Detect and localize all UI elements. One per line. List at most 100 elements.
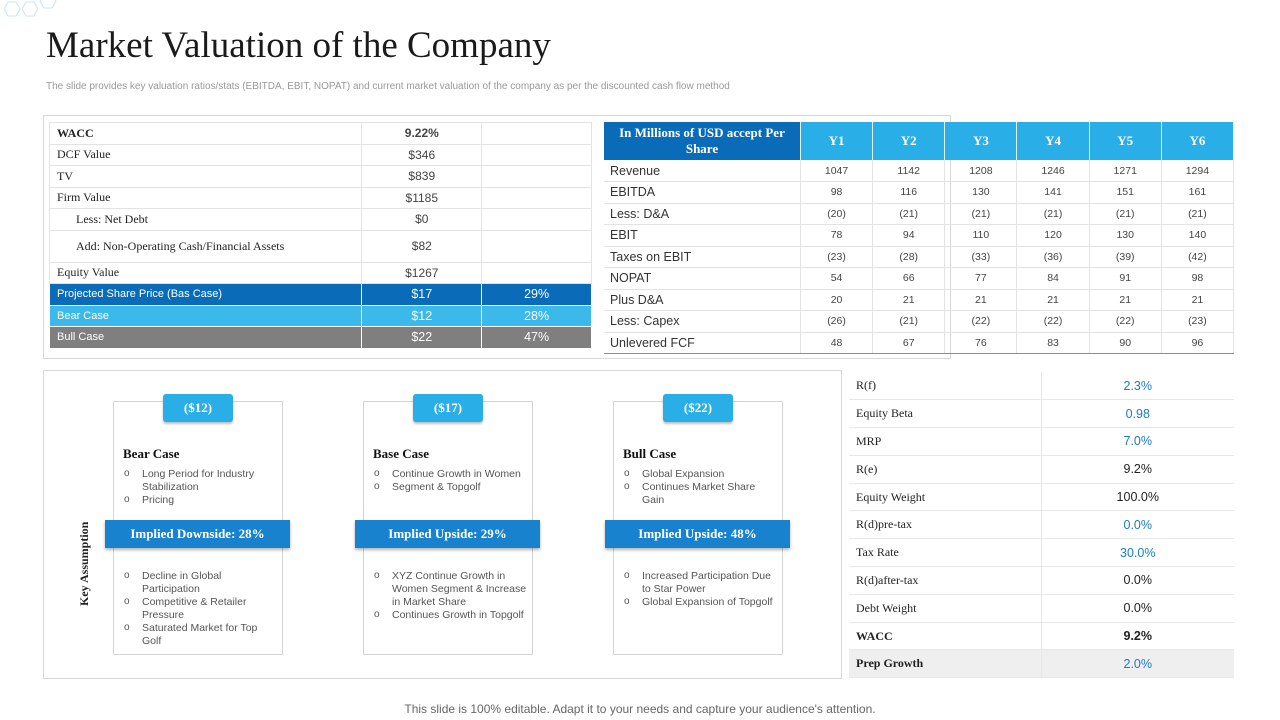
year-cell: 130 xyxy=(1089,224,1162,247)
list-item: Long Period for Industry Stabilization xyxy=(123,467,273,494)
list-item: Pricing xyxy=(123,493,273,507)
row-label: Less: D&A xyxy=(604,203,801,225)
rate-value: 0.0% xyxy=(1041,566,1234,595)
year-header: Y5 xyxy=(1089,122,1162,160)
bull-case-top-bullets: Global Expansion Continues Market Share … xyxy=(623,467,773,507)
table-row: Tax Rate 30.0% xyxy=(849,538,1234,568)
year-cell: 94 xyxy=(872,224,946,247)
year-cell: 1294 xyxy=(1161,160,1235,182)
base-case-implied-banner: Implied Upside: 29% xyxy=(355,520,540,548)
row-percent: 29% xyxy=(481,283,592,306)
row-value: $0 xyxy=(361,208,483,231)
table-row: Less: Capex (26) (21) (22) (22) (22) (23) xyxy=(604,310,1235,333)
year-cell: (22) xyxy=(1016,310,1090,333)
year-header: Y4 xyxy=(1016,122,1090,160)
row-label: Less: Net Debt xyxy=(48,208,363,231)
table-row: MRP 7.0% xyxy=(849,427,1234,456)
table-row: R(f) 2.3% xyxy=(849,372,1234,401)
rate-label: R(e) xyxy=(849,455,1042,484)
row-percent xyxy=(481,186,592,209)
base-case-title: Base Case xyxy=(373,446,429,461)
rates-table: R(f) 2.3% Equity Beta 0.98 MRP 7.0% R(e)… xyxy=(849,372,1234,679)
row-label: EBIT xyxy=(604,224,801,247)
list-item: Segment & Topgolf xyxy=(373,480,523,494)
page-subtitle: The slide provides key valuation ratios/… xyxy=(46,81,730,92)
table-row: Plus D&A 20 21 21 21 21 21 xyxy=(604,289,1235,311)
year-cell: (28) xyxy=(872,246,946,268)
rate-value: 2.3% xyxy=(1041,372,1234,401)
year-cell: 21 xyxy=(944,289,1018,311)
row-label: Add: Non-Operating Cash/Financial Assets xyxy=(48,229,363,263)
rate-value: 9.2% xyxy=(1041,455,1234,484)
year-cell: 116 xyxy=(872,181,946,204)
row-percent xyxy=(481,208,592,231)
row-label: Equity Value xyxy=(48,261,363,284)
year-cell: 1142 xyxy=(872,160,946,182)
row-label: Less: Capex xyxy=(604,310,801,333)
bull-case-row: Bull Case $22 47% xyxy=(48,326,592,349)
rate-label: R(d)pre-tax xyxy=(849,510,1042,540)
row-value: $1185 xyxy=(361,186,483,209)
bear-case-title: Bear Case xyxy=(123,446,180,461)
year-cell: 20 xyxy=(800,289,874,311)
year-cell: 1047 xyxy=(800,160,874,182)
table-row: Taxes on EBIT (23) (28) (33) (36) (39) (42) xyxy=(604,246,1235,268)
rate-label: Equity Weight xyxy=(849,483,1042,512)
bear-case-bottom-bullets: Decline in Global Participation Competit… xyxy=(123,569,273,648)
table-row: Prep Growth 2.0% xyxy=(849,649,1234,679)
table-row: Less: Net Debt $0 xyxy=(48,208,592,231)
row-percent xyxy=(481,122,592,145)
footer-note: This slide is 100% editable. Adapt it to… xyxy=(404,702,876,716)
base-case-row: Projected Share Price (Bas Case) $17 29% xyxy=(48,283,592,306)
rate-label: Debt Weight xyxy=(849,594,1042,623)
table-row: Firm Value $1185 xyxy=(48,186,592,209)
year-cell: 96 xyxy=(1161,332,1235,354)
table-row: Less: D&A (20) (21) (21) (21) (21) (21) xyxy=(604,203,1235,225)
rate-label: R(f) xyxy=(849,372,1042,401)
row-value: $22 xyxy=(361,326,483,349)
year-cell: 141 xyxy=(1016,181,1090,204)
rate-value: 2.0% xyxy=(1041,649,1234,679)
row-value: $82 xyxy=(361,229,483,263)
row-label: Bull Case xyxy=(48,326,363,349)
row-label: WACC xyxy=(48,122,363,145)
year-cell: (21) xyxy=(1016,203,1090,225)
list-item: Competitive & Retailer Pressure xyxy=(123,595,273,622)
bear-case-implied-banner: Implied Downside: 28% xyxy=(105,520,290,548)
year-header: Y2 xyxy=(872,122,946,160)
list-item: Decline in Global Participation xyxy=(123,569,273,596)
year-header: Y1 xyxy=(800,122,874,160)
row-percent xyxy=(481,143,592,166)
year-cell: 78 xyxy=(800,224,874,247)
row-value: 9.22% xyxy=(361,122,483,145)
year-cell: (22) xyxy=(1089,310,1162,333)
table-row: TV $839 xyxy=(48,165,592,188)
year-cell: 66 xyxy=(872,267,946,290)
year-cell: 54 xyxy=(800,267,874,290)
bull-case-price-tag: ($22) xyxy=(663,394,733,422)
year-cell: (21) xyxy=(872,310,946,333)
projection-table: In Millions of USD accept Per Share Y1 Y… xyxy=(604,122,1235,354)
table-row: EBITDA 98 116 130 141 151 161 xyxy=(604,181,1235,204)
key-assumption-label: Key Assumption xyxy=(77,521,91,606)
table-row: R(e) 9.2% xyxy=(849,455,1234,484)
year-cell: 21 xyxy=(872,289,946,311)
year-cell: 48 xyxy=(800,332,874,354)
row-label: Taxes on EBIT xyxy=(604,246,801,268)
key-assumption-panel xyxy=(43,370,842,679)
year-cell: 21 xyxy=(1089,289,1162,311)
rate-value: 100.0% xyxy=(1041,483,1234,512)
bear-case-row: Bear Case $12 28% xyxy=(48,304,592,327)
year-cell: (20) xyxy=(800,203,874,225)
table-row: Revenue 1047 1142 1208 1246 1271 1294 xyxy=(604,160,1235,182)
year-cell: 76 xyxy=(944,332,1018,354)
table-row: EBIT 78 94 110 120 130 140 xyxy=(604,224,1235,247)
rate-label: WACC xyxy=(849,622,1042,651)
year-cell: 120 xyxy=(1016,224,1090,247)
projection-corner-header: In Millions of USD accept Per Share xyxy=(604,122,801,160)
base-case-price-tag: ($17) xyxy=(413,394,483,422)
list-item: Global Expansion xyxy=(623,467,773,481)
year-cell: (42) xyxy=(1161,246,1235,268)
table-row: DCF Value $346 xyxy=(48,143,592,166)
year-cell: (33) xyxy=(944,246,1018,268)
